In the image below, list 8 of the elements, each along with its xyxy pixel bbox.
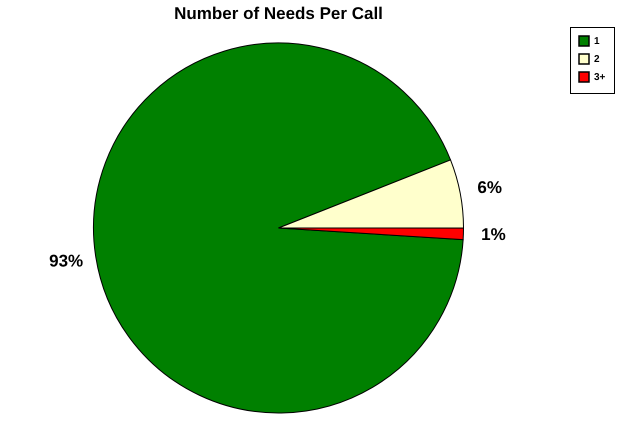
data-label: 1% (481, 224, 506, 244)
chart-title: Number of Needs Per Call (174, 4, 383, 23)
data-label: 6% (477, 178, 502, 197)
legend-label: 3+ (594, 72, 606, 83)
legend-label: 2 (594, 54, 600, 65)
legend-label: 1 (594, 36, 600, 47)
pie-slice (93, 42, 464, 414)
data-label: 93% (49, 252, 84, 271)
